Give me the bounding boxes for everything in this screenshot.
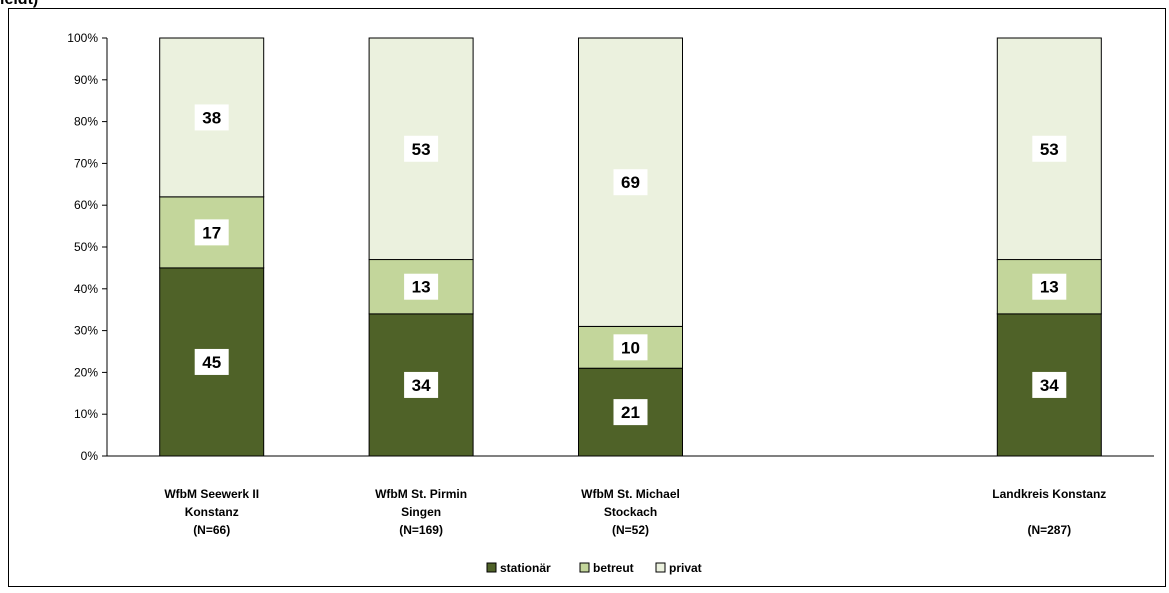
y-tick-label: 50% [74,240,98,254]
data-label-box [404,273,439,300]
x-category-label: Landkreis Konstanz [992,487,1106,501]
x-category-label: WfbM Seewerk II [164,487,259,501]
data-label: 69 [621,173,640,192]
legend-swatch [655,562,666,573]
data-label-box [194,104,229,131]
data-label: 38 [202,108,221,127]
x-category-label: Konstanz [185,505,239,519]
x-category-label: (N=52) [612,523,649,537]
y-tick-label: 100% [67,31,98,45]
y-tick-label: 80% [74,115,98,129]
data-label: 13 [412,278,431,297]
y-tick-label: 70% [74,156,98,170]
x-category-label: (N=287) [1027,523,1071,537]
x-category-label: (N=66) [193,523,230,537]
y-tick-label: 10% [74,407,98,421]
data-label-box [613,334,648,361]
data-label-box [194,219,229,246]
legend: stationär betreut privat [486,561,702,575]
y-tick-label: 40% [74,282,98,296]
data-label: 45 [202,353,221,372]
data-label: 13 [1040,278,1059,297]
legend-swatch [579,562,590,573]
x-category-label: (N=169) [399,523,443,537]
data-label: 53 [412,140,431,159]
data-label-box [1032,371,1067,398]
legend-label: betreut [593,561,634,575]
data-label: 34 [1040,376,1059,395]
bar-segment [159,37,265,198]
data-label-box [613,169,648,196]
x-category-label: WfbM St. Michael [581,487,680,501]
y-axis: 0% 10% 20% 30% 40% 50% 60% 70% 80% 90% 100% [67,31,1154,463]
data-label-box [1032,273,1067,300]
y-tick-label: 30% [74,324,98,338]
x-category-label: WfbM St. Pirmin [375,487,467,501]
y-tick-label: 0% [81,449,99,463]
header-fragment: leidt) [0,0,38,9]
data-label-box [613,399,648,426]
data-label-box [404,371,439,398]
data-label-box [194,348,229,375]
y-tick-label: 60% [74,198,98,212]
y-tick-label: 90% [74,73,98,87]
legend-swatch [486,562,497,573]
x-category-label: Singen [401,505,441,519]
data-label: 34 [412,376,431,395]
legend-label: stationär [500,561,551,575]
bar-segment [578,325,683,369]
chart-border [8,8,1166,587]
data-label: 10 [621,338,640,357]
data-label: 53 [1040,140,1059,159]
legend-label: privat [669,561,702,575]
data-label-box [1032,135,1067,162]
y-tick-label: 20% [74,365,98,379]
x-category-label: Stockach [604,505,657,519]
bars: 45 17 38 34 13 53 21 10 69 34 13 53 [159,37,1102,457]
x-axis-labels: WfbM Seewerk II Konstanz (N=66) WfbM St. Pi… [164,487,1106,537]
data-label: 21 [621,403,640,422]
data-label: 17 [202,223,221,242]
data-label-box [404,135,439,162]
